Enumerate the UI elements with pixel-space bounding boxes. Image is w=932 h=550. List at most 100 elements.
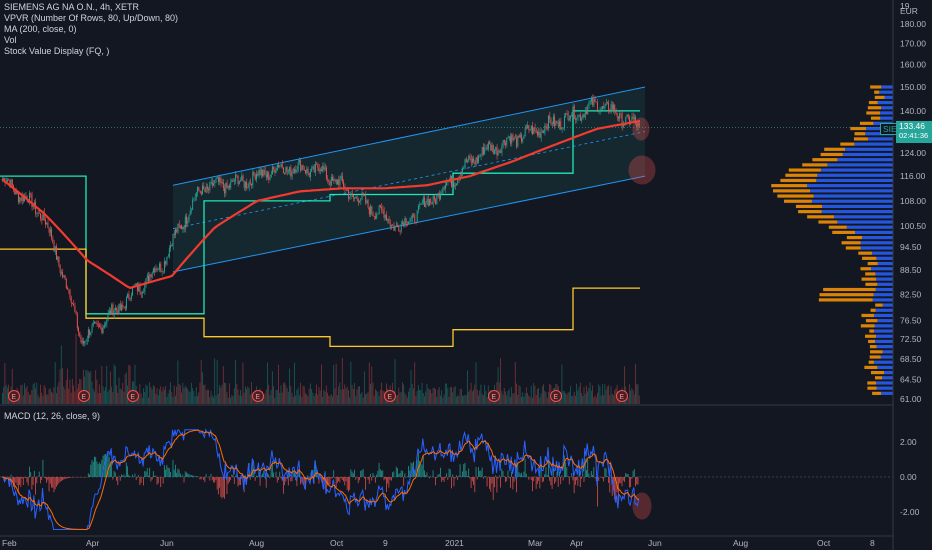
candle-body	[313, 166, 315, 173]
macd-histogram-bar	[604, 467, 606, 477]
volume-bar	[362, 397, 364, 404]
volume-bar	[579, 382, 581, 404]
macd-histogram-bar	[14, 477, 16, 490]
legend-ma[interactable]: MA (200, close, 0)	[4, 24, 77, 34]
candle-body	[271, 166, 273, 175]
volume-bar	[565, 393, 567, 404]
earnings-marker	[550, 390, 562, 402]
macd-histogram-bar	[255, 475, 257, 477]
macd-histogram-bar	[232, 475, 234, 477]
candle-body	[210, 181, 212, 183]
candle-body	[422, 197, 424, 204]
macd-legend[interactable]: MACD (12, 26, close, 9)	[4, 411, 101, 421]
candle-body	[464, 159, 466, 168]
volume-bar	[403, 384, 405, 404]
macd-histogram-bar	[615, 477, 617, 503]
volume-bar	[462, 395, 463, 404]
macd-histogram-bar	[314, 460, 316, 477]
vp-down-bar	[872, 391, 881, 395]
macd-histogram-bar	[53, 477, 55, 493]
macd-histogram-bar	[162, 477, 164, 484]
volume-bar	[595, 397, 597, 404]
candle-body	[263, 169, 265, 177]
vp-up-bar	[884, 370, 893, 375]
candle-body	[497, 150, 499, 156]
candle-body	[107, 313, 109, 320]
candle-body	[501, 145, 503, 153]
volume-bar	[19, 396, 21, 404]
macd-histogram-bar	[587, 459, 589, 477]
macd-histogram-bar	[498, 475, 500, 477]
earnings-marker-label: E	[81, 394, 86, 401]
volume-bar	[610, 386, 612, 404]
macd-histogram-bar	[318, 477, 320, 484]
macd-histogram-bar	[420, 463, 422, 477]
volume-bar	[406, 397, 408, 404]
legend-symbol[interactable]: SIEMENS AG NA O.N., 4h, XETR	[4, 2, 140, 12]
volume-bar	[154, 386, 155, 404]
candle-body	[560, 121, 562, 130]
candle-body	[435, 199, 436, 204]
candle-body	[394, 226, 396, 231]
macd-histogram-bar	[13, 477, 14, 487]
macd-histogram-bar	[262, 473, 263, 477]
volume-bar	[600, 395, 602, 404]
volume-bar	[630, 390, 632, 404]
volume-bar	[473, 389, 474, 404]
macd-histogram-bar	[382, 470, 384, 477]
volume-bar	[470, 382, 472, 404]
macd-histogram-bar	[424, 470, 425, 477]
macd-histogram-bar	[241, 477, 243, 479]
macd-histogram-bar	[30, 472, 32, 477]
candle-body	[182, 226, 184, 230]
macd-histogram-bar	[593, 467, 595, 477]
candle-body	[539, 131, 541, 138]
candle-body	[330, 176, 332, 186]
volume-bar	[378, 396, 380, 404]
macd-histogram-bar	[69, 477, 71, 478]
macd-histogram-bar	[345, 477, 347, 482]
candle-body	[41, 218, 43, 221]
legend-vol[interactable]: Vol	[4, 35, 17, 45]
macd-histogram-bar	[367, 477, 369, 480]
candle-body	[151, 272, 153, 278]
candle-body	[227, 185, 229, 188]
macd-histogram-bar	[280, 477, 282, 479]
macd-histogram-bar	[505, 477, 506, 483]
currency-label[interactable]: EUR	[900, 6, 918, 16]
macd-histogram-bar	[484, 476, 486, 477]
candle-body	[262, 169, 263, 177]
macd-histogram-bar	[550, 477, 552, 486]
macd-histogram-bar	[112, 477, 114, 480]
volume-bar	[460, 388, 462, 404]
candle-body	[188, 215, 190, 221]
volume-bar	[209, 397, 211, 404]
volume-bar	[204, 384, 206, 404]
macd-histogram-bar	[492, 477, 494, 500]
legend-svd[interactable]: Stock Value Display (FQ, )	[4, 46, 110, 56]
candle-body	[603, 106, 605, 109]
volume-bar	[428, 389, 430, 404]
candle-body	[136, 283, 138, 292]
candle-body	[225, 182, 227, 194]
candle-body	[490, 143, 492, 151]
candle-body	[589, 101, 591, 103]
volume-bar	[323, 389, 325, 404]
volume-bar	[506, 395, 508, 404]
vp-up-bar	[873, 293, 893, 297]
macd-histogram-bar	[71, 477, 73, 478]
legend-vpvr[interactable]: VPVR (Number Of Rows, 80, Up/Down, 80)	[4, 13, 179, 23]
volume-bar	[319, 390, 321, 404]
volume-bar	[159, 389, 160, 404]
macd-histogram-bar	[351, 471, 353, 477]
candle-body	[177, 223, 179, 233]
candle-body	[25, 195, 27, 197]
candle-body	[619, 113, 621, 119]
candle-body	[568, 118, 570, 120]
candle-body	[298, 160, 300, 162]
volume-bar	[112, 391, 114, 404]
volume-bar	[57, 386, 59, 404]
volume-bar	[605, 389, 607, 404]
candle-body	[287, 171, 289, 172]
